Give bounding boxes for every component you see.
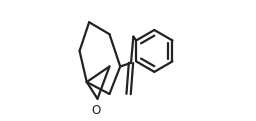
Text: O: O	[92, 104, 101, 117]
